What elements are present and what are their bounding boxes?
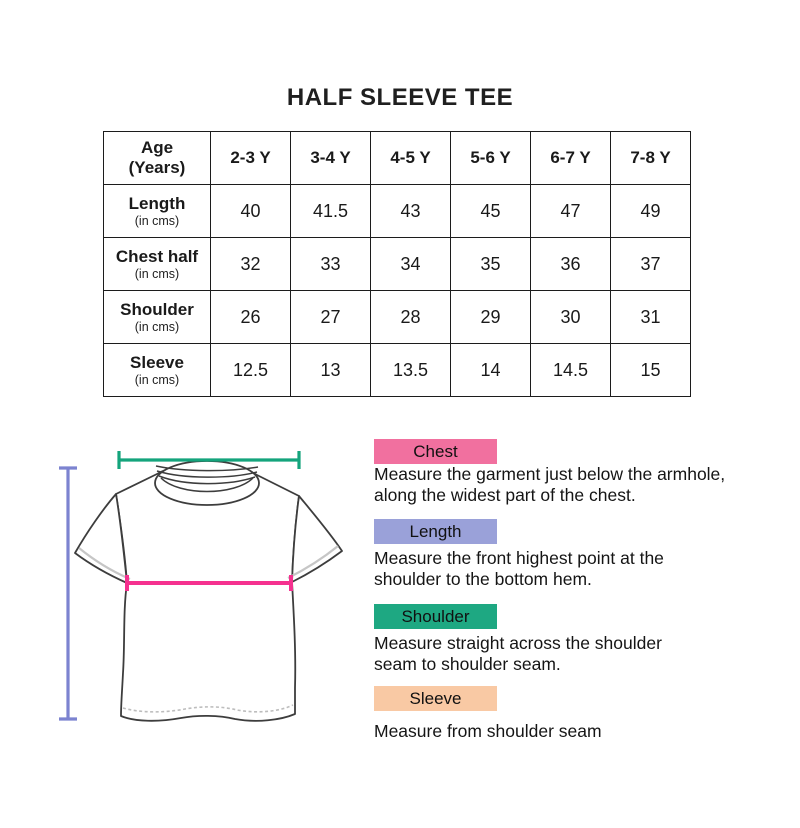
chest-measure-line bbox=[125, 575, 293, 591]
table-header-row: Age (Years) 2-3 Y 3-4 Y 4-5 Y 5-6 Y 6-7 … bbox=[103, 131, 691, 185]
value-cell: 40 bbox=[210, 184, 291, 238]
desc-line: along the widest part of the chest. bbox=[374, 485, 636, 505]
tshirt-body bbox=[115, 462, 300, 722]
value-cell: 32 bbox=[210, 237, 291, 291]
desc-line: Measure straight across the shoulder bbox=[374, 633, 662, 653]
value-cell: 28 bbox=[370, 290, 451, 344]
legend-tag-sleeve: Sleeve bbox=[374, 686, 497, 711]
legend-desc-shoulder: Measure straight across the shoulder sea… bbox=[374, 633, 764, 675]
row-label-cell: Shoulder (in cms) bbox=[103, 290, 211, 344]
table-row-length: Length (in cms) 40 41.5 43 45 47 49 bbox=[103, 184, 691, 238]
value-cell: 14 bbox=[450, 343, 531, 397]
legend-tag-length: Length bbox=[374, 519, 497, 544]
row-label-cell: Sleeve (in cms) bbox=[103, 343, 211, 397]
value-cell: 31 bbox=[610, 290, 691, 344]
value-cell: 34 bbox=[370, 237, 451, 291]
size-table: Age (Years) 2-3 Y 3-4 Y 4-5 Y 5-6 Y 6-7 … bbox=[103, 131, 691, 397]
row-label: Length bbox=[128, 193, 186, 213]
collar-rib-line bbox=[158, 475, 256, 485]
legend-desc-chest: Measure the garment just below the armho… bbox=[374, 464, 764, 506]
desc-line: Measure the front highest point at the bbox=[374, 548, 664, 568]
desc-line: shoulder to the bottom hem. bbox=[374, 569, 592, 589]
legend-tag-label: Length bbox=[409, 522, 462, 541]
value-cell: 41.5 bbox=[290, 184, 371, 238]
column-header: 7-8 Y bbox=[610, 131, 691, 185]
table-row-sleeve: Sleeve (in cms) 12.5 13 13.5 14 14.5 15 bbox=[103, 343, 691, 397]
row-label-sub: (in cms) bbox=[134, 319, 180, 334]
table-corner-cell: Age (Years) bbox=[103, 131, 211, 185]
desc-line: Measure the garment just below the armho… bbox=[374, 464, 726, 484]
table-row-chest: Chest half (in cms) 32 33 34 35 36 37 bbox=[103, 237, 691, 291]
legend-tag-label: Chest bbox=[413, 442, 458, 461]
hem-stitch bbox=[122, 704, 294, 713]
row-label: Sleeve bbox=[130, 352, 184, 372]
value-cell: 47 bbox=[530, 184, 611, 238]
value-cell: 43 bbox=[370, 184, 451, 238]
value-cell: 26 bbox=[210, 290, 291, 344]
corner-label: Age bbox=[140, 138, 174, 157]
value-cell: 30 bbox=[530, 290, 611, 344]
page-title: HALF SLEEVE TEE bbox=[286, 84, 514, 111]
column-header: 3-4 Y bbox=[290, 131, 371, 185]
tshirt-left-sleeve bbox=[74, 493, 128, 584]
value-cell: 15 bbox=[610, 343, 691, 397]
row-label-sub: (in cms) bbox=[134, 372, 180, 387]
column-header: 4-5 Y bbox=[370, 131, 451, 185]
value-cell: 37 bbox=[610, 237, 691, 291]
row-label-sub: (in cms) bbox=[134, 213, 180, 228]
legend-desc-sleeve: Measure from shoulder seam bbox=[374, 721, 764, 742]
collar-rib-line bbox=[155, 465, 259, 472]
tshirt-measurement-diagram bbox=[59, 451, 343, 722]
value-cell: 33 bbox=[290, 237, 371, 291]
desc-line: Measure from shoulder seam bbox=[374, 721, 602, 741]
value-cell: 29 bbox=[450, 290, 531, 344]
value-cell: 49 bbox=[610, 184, 691, 238]
desc-line: seam to shoulder seam. bbox=[374, 654, 561, 674]
shoulder-measure-line bbox=[117, 451, 301, 469]
legend-tag-label: Shoulder bbox=[401, 607, 470, 626]
legend-tag-label: Sleeve bbox=[409, 689, 462, 708]
row-label: Shoulder bbox=[120, 299, 194, 319]
column-header: 6-7 Y bbox=[530, 131, 611, 185]
length-measure-line bbox=[59, 466, 77, 721]
row-label-cell: Chest half (in cms) bbox=[103, 237, 211, 291]
legend-tag-shoulder: Shoulder bbox=[374, 604, 497, 629]
legend-desc-length: Measure the front highest point at the s… bbox=[374, 548, 764, 590]
collar-inner-edge bbox=[160, 477, 254, 493]
corner-sub: (Years) bbox=[128, 158, 186, 177]
row-label-sub: (in cms) bbox=[134, 266, 180, 281]
value-cell: 35 bbox=[450, 237, 531, 291]
value-cell: 13 bbox=[290, 343, 371, 397]
row-label: Chest half bbox=[115, 246, 199, 266]
value-cell: 27 bbox=[290, 290, 371, 344]
row-label-cell: Length (in cms) bbox=[103, 184, 211, 238]
collar-rib-line bbox=[156, 470, 258, 478]
value-cell: 12.5 bbox=[210, 343, 291, 397]
tshirt-right-sleeve bbox=[291, 495, 343, 583]
value-cell: 45 bbox=[450, 184, 531, 238]
legend-tag-chest: Chest bbox=[374, 439, 497, 464]
value-cell: 13.5 bbox=[370, 343, 451, 397]
value-cell: 14.5 bbox=[530, 343, 611, 397]
table-row-shoulder: Shoulder (in cms) 26 27 28 29 30 31 bbox=[103, 290, 691, 344]
column-header: 2-3 Y bbox=[210, 131, 291, 185]
column-header: 5-6 Y bbox=[450, 131, 531, 185]
value-cell: 36 bbox=[530, 237, 611, 291]
